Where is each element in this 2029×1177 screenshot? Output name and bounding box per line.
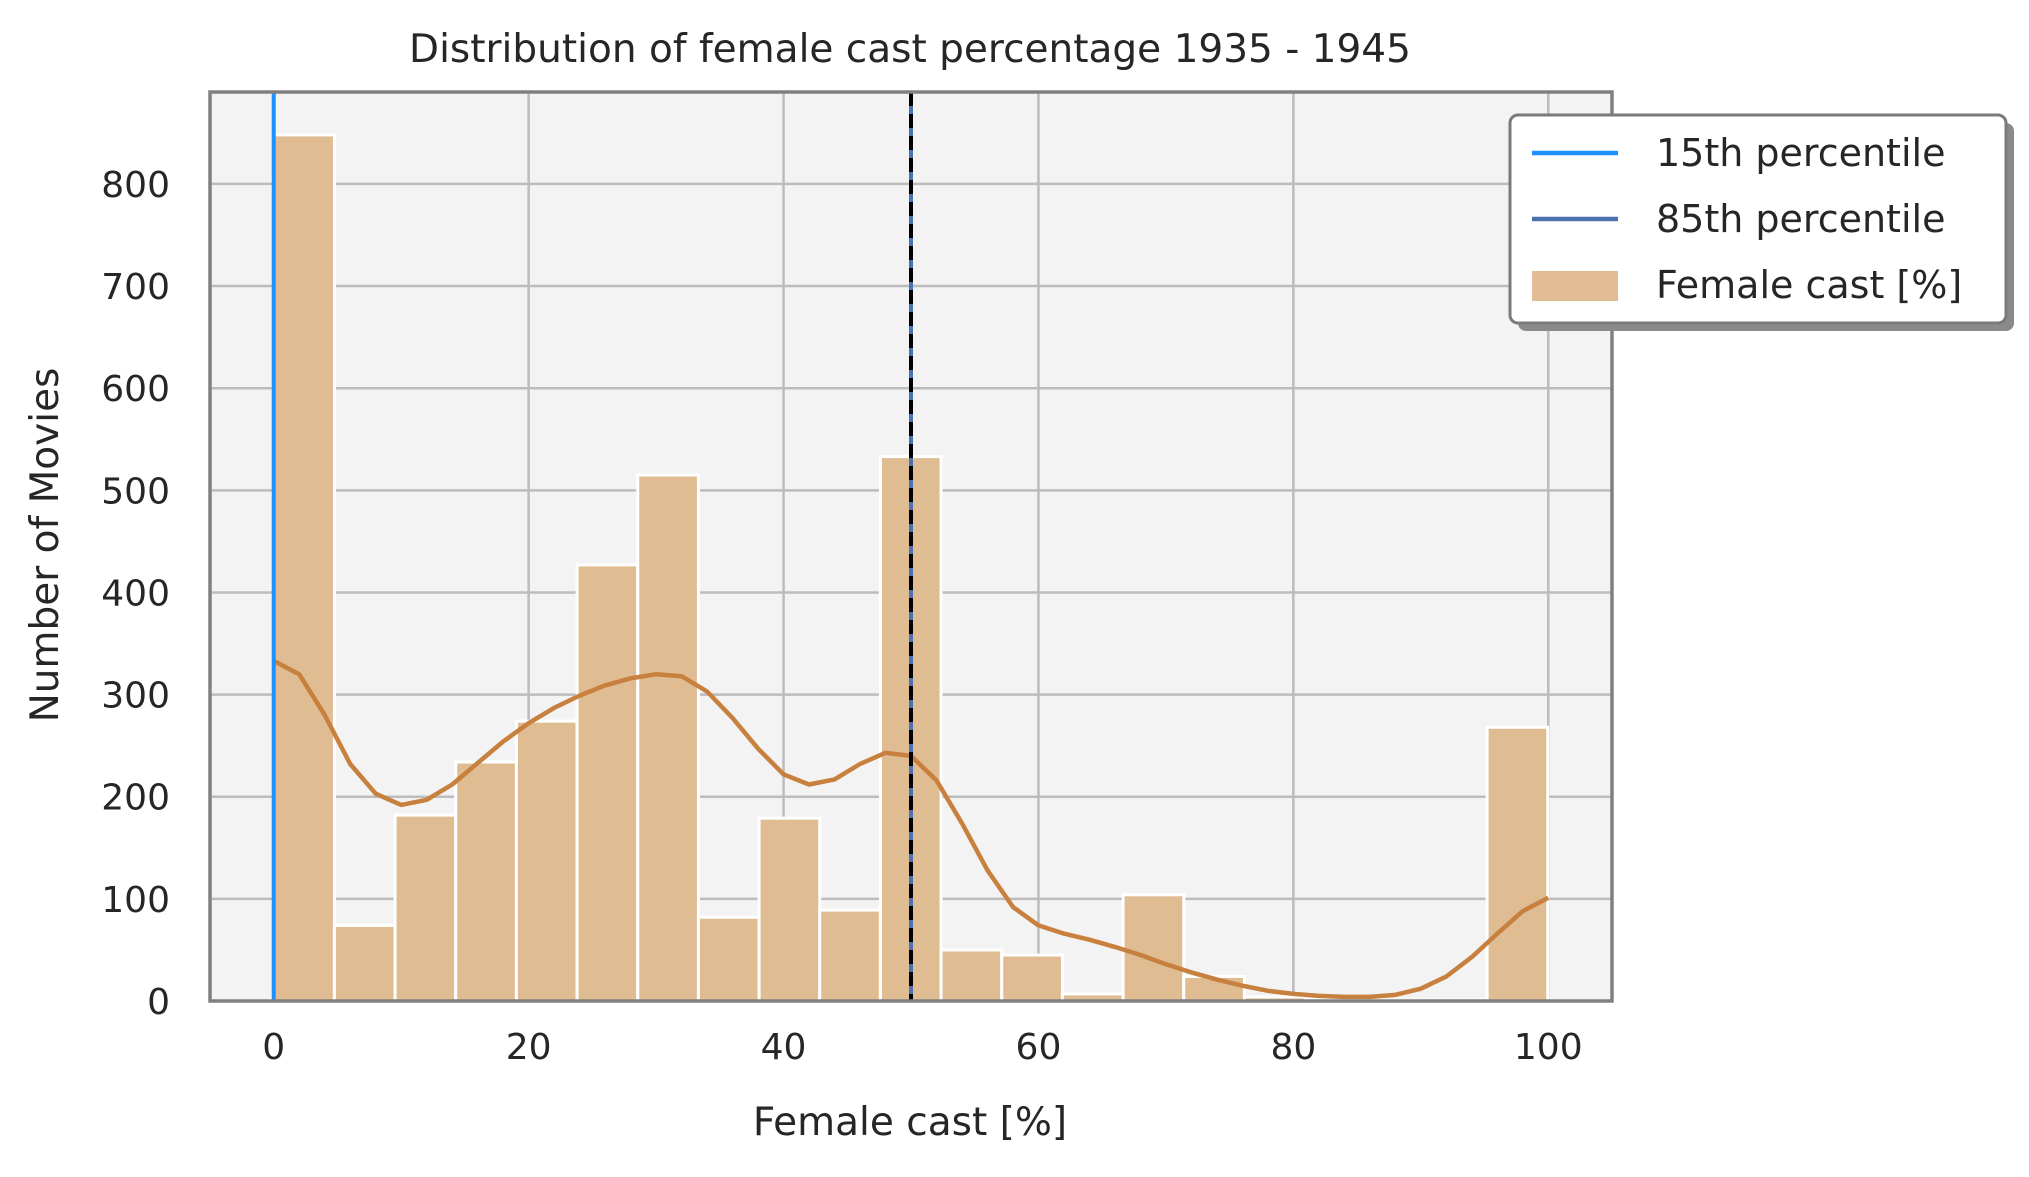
y-tick-label: 700 [101,267,170,308]
x-tick-label: 0 [262,1027,285,1068]
legend-patch-marker [1532,271,1618,301]
histogram-bar [818,908,882,1003]
y-tick-label: 400 [101,573,170,614]
histogram-bar [332,923,397,1003]
legend-entry-label: 85th percentile [1656,197,1945,241]
legend-entry-label: 15th percentile [1656,131,1945,175]
y-axis-label: Number of Movies [23,368,68,723]
y-tick-label: 600 [101,369,170,410]
histogram-bar [1485,725,1550,1003]
histogram-bar [1000,953,1064,1003]
legend: 15th percentile 85th percentile Female cas… [1508,113,2014,331]
chart-title: Distribution of female cast percentage 1… [409,27,1411,72]
x-tick-label: 40 [761,1027,807,1068]
legend-entry-label: Female cast [%] [1656,263,1962,307]
y-tick-label: 500 [101,471,170,512]
histogram-bar [272,133,336,1003]
histogram-bar [757,816,822,1003]
histogram-bar [696,915,761,1003]
x-tick-label: 100 [1514,1027,1583,1068]
x-tick-label: 80 [1270,1027,1316,1068]
x-axis-label: Female cast [%] [753,1100,1067,1145]
histogram-bar [393,813,458,1003]
axes-frame [208,90,1614,1003]
histogram-bar [939,948,1004,1003]
y-tick-label: 0 [147,982,170,1023]
histogram-bar [514,719,579,1003]
y-tick-label: 800 [101,165,170,206]
histogram-bar [454,760,518,1003]
y-tick-label: 300 [101,676,170,717]
y-tick-label: 100 [101,880,170,921]
histogram-bar [1121,893,1186,1003]
legend-box [1508,113,2008,325]
x-tick-label: 60 [1016,1027,1062,1068]
histogram-bar [575,563,640,1003]
x-tick-label: 20 [506,1027,552,1068]
y-tick-label: 200 [101,778,170,819]
histogram-bar [636,473,700,1003]
